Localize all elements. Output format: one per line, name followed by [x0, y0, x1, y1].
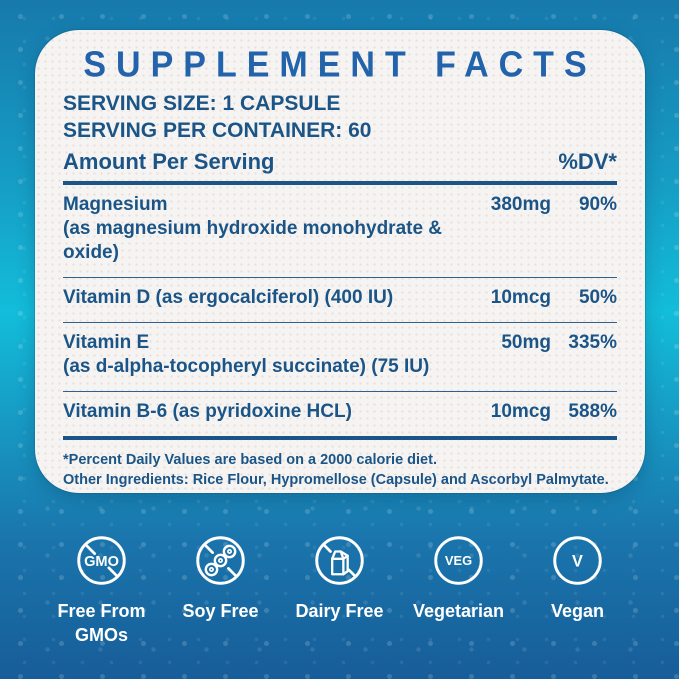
no-gmo-icon: GMO	[77, 536, 126, 585]
amount-per-serving-header: Amount Per Serving	[63, 149, 275, 175]
nutrient-row: Vitamin E (as d-alpha-tocopheryl succina…	[63, 323, 617, 393]
nutrient-amount: 380mg	[490, 194, 551, 216]
no-soy-icon	[196, 536, 245, 585]
nutrient-amount: 10mcg	[490, 401, 551, 423]
badge-vegetarian: VEG Vegetarian	[399, 533, 518, 648]
badges-row: GMO Free From GMOs Soy Free	[0, 533, 679, 648]
nutrient-name: Magnesium	[63, 194, 168, 216]
badge-label: Soy Free	[182, 601, 259, 621]
footer-divider	[63, 436, 617, 441]
panel-title: SUPPLEMENT FACTS	[83, 44, 597, 86]
no-dairy-icon	[315, 536, 364, 585]
daily-value-footnote: *Percent Daily Values are based on a 200…	[63, 452, 437, 469]
nutrient-amount: 50mg	[501, 332, 551, 354]
footnotes: *Percent Daily Values are based on a 200…	[63, 451, 617, 490]
nutrient-name: Vitamin B-6 (as pyridoxine HCL)	[63, 401, 352, 423]
nutrient-dv: 90%	[578, 194, 617, 216]
servings-per-container: SERVING PER CONTAINER: 60	[63, 119, 372, 143]
badge-free-from-gmos: GMO Free From GMOs	[42, 533, 161, 648]
svg-text:GMO: GMO	[84, 554, 119, 570]
supplement-facts-panel: SUPPLEMENT FACTS SERVING SIZE: 1 CAPSULE…	[35, 30, 645, 493]
vegan-icon: V	[553, 536, 602, 585]
nutrient-dv: 588%	[568, 401, 617, 423]
badge-label: Vegan	[550, 601, 605, 621]
nutrient-detail: (as d-alpha-tocopheryl succinate) (75 IU…	[63, 356, 430, 378]
nutrient-row: Magnesium (as magnesium hydroxide monohy…	[63, 185, 617, 279]
nutrient-amount: 10mcg	[490, 287, 551, 309]
svg-text:V: V	[572, 553, 583, 571]
badge-dairy-free: Dairy Free	[280, 533, 399, 648]
nutrient-row: Vitamin B-6 (as pyridoxine HCL) 10mcg 58…	[63, 392, 617, 436]
vegetarian-icon: VEG	[434, 536, 483, 585]
nutrient-dv: 50%	[578, 287, 617, 309]
nutrient-name: Vitamin D (as ergocalciferol) (400 IU)	[63, 287, 394, 309]
badge-label: Dairy Free	[295, 601, 384, 621]
nutrient-dv: 335%	[568, 332, 617, 354]
badge-soy-free: Soy Free	[161, 533, 280, 648]
nutrient-detail: (as magnesium hydroxide monohydrate & ox…	[63, 218, 443, 264]
nutrient-name: Vitamin E	[63, 332, 150, 354]
nutrient-rows: Magnesium (as magnesium hydroxide monohy…	[63, 185, 617, 436]
header-divider	[63, 181, 617, 186]
badge-label: Free From GMOs	[57, 601, 146, 646]
percent-dv-header: %DV*	[558, 149, 617, 175]
badge-vegan: V Vegan	[518, 533, 637, 648]
serving-size: SERVING SIZE: 1 CAPSULE	[63, 92, 341, 116]
nutrient-row: Vitamin D (as ergocalciferol) (400 IU) 1…	[63, 278, 617, 324]
svg-text:VEG: VEG	[445, 553, 472, 568]
badge-label: Vegetarian	[412, 601, 505, 621]
column-header-row: Amount Per Serving %DV*	[63, 147, 617, 176]
other-ingredients-footnote: Other Ingredients: Rice Flour, Hypromell…	[63, 471, 609, 488]
